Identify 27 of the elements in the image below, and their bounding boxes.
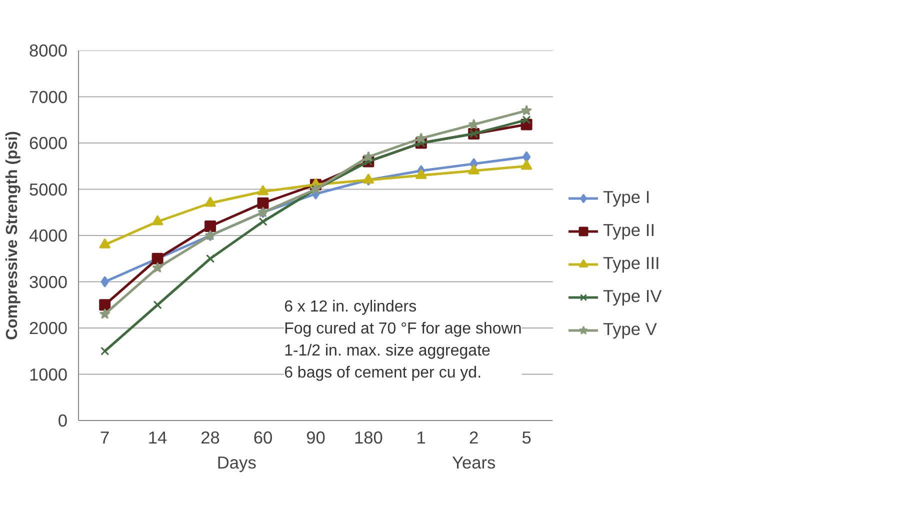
- x-tick-label: 14: [148, 428, 168, 448]
- legend-label: Type III: [603, 253, 660, 274]
- y-tick-label: 0: [58, 410, 68, 430]
- y-tick-label: 4000: [28, 226, 68, 246]
- x-tick-label: 7: [100, 428, 110, 448]
- annotation: 6 x 12 in. cylinders Fog cured at 70 °F for age shown 1-1/2 in. max. size aggregate 6 bags of cement per cu yd.: [284, 298, 522, 382]
- x-tick-label: 5: [522, 428, 532, 448]
- y-tick-label: 7000: [28, 86, 68, 107]
- legend-label: Type V: [603, 319, 657, 340]
- x-tick-label: 28: [200, 428, 220, 448]
- legend-label: Type I: [603, 187, 650, 208]
- y-tick-label: 6000: [28, 133, 68, 153]
- y-axis-title: Compressive Strength (psi): [4, 131, 21, 340]
- text: Years: [452, 452, 496, 472]
- y-tick-label: 3000: [28, 272, 68, 292]
- y-tick-label: 2000: [28, 318, 68, 338]
- x-tick-label: 180: [354, 428, 383, 448]
- y-tick-label: 5000: [28, 179, 68, 200]
- y-tick-label: 1000: [28, 364, 68, 384]
- x-axis-title: Days: [216, 452, 257, 472]
- legend-label: Type II: [603, 220, 656, 241]
- x-tick-label: 60: [253, 428, 273, 448]
- legend-label: Type IV: [603, 286, 662, 307]
- y-tick-label: 8000: [28, 40, 68, 60]
- x-tick-label: 90: [306, 428, 326, 448]
- x-tick-label: 1: [416, 428, 426, 448]
- x-tick-label: 2: [469, 428, 479, 448]
